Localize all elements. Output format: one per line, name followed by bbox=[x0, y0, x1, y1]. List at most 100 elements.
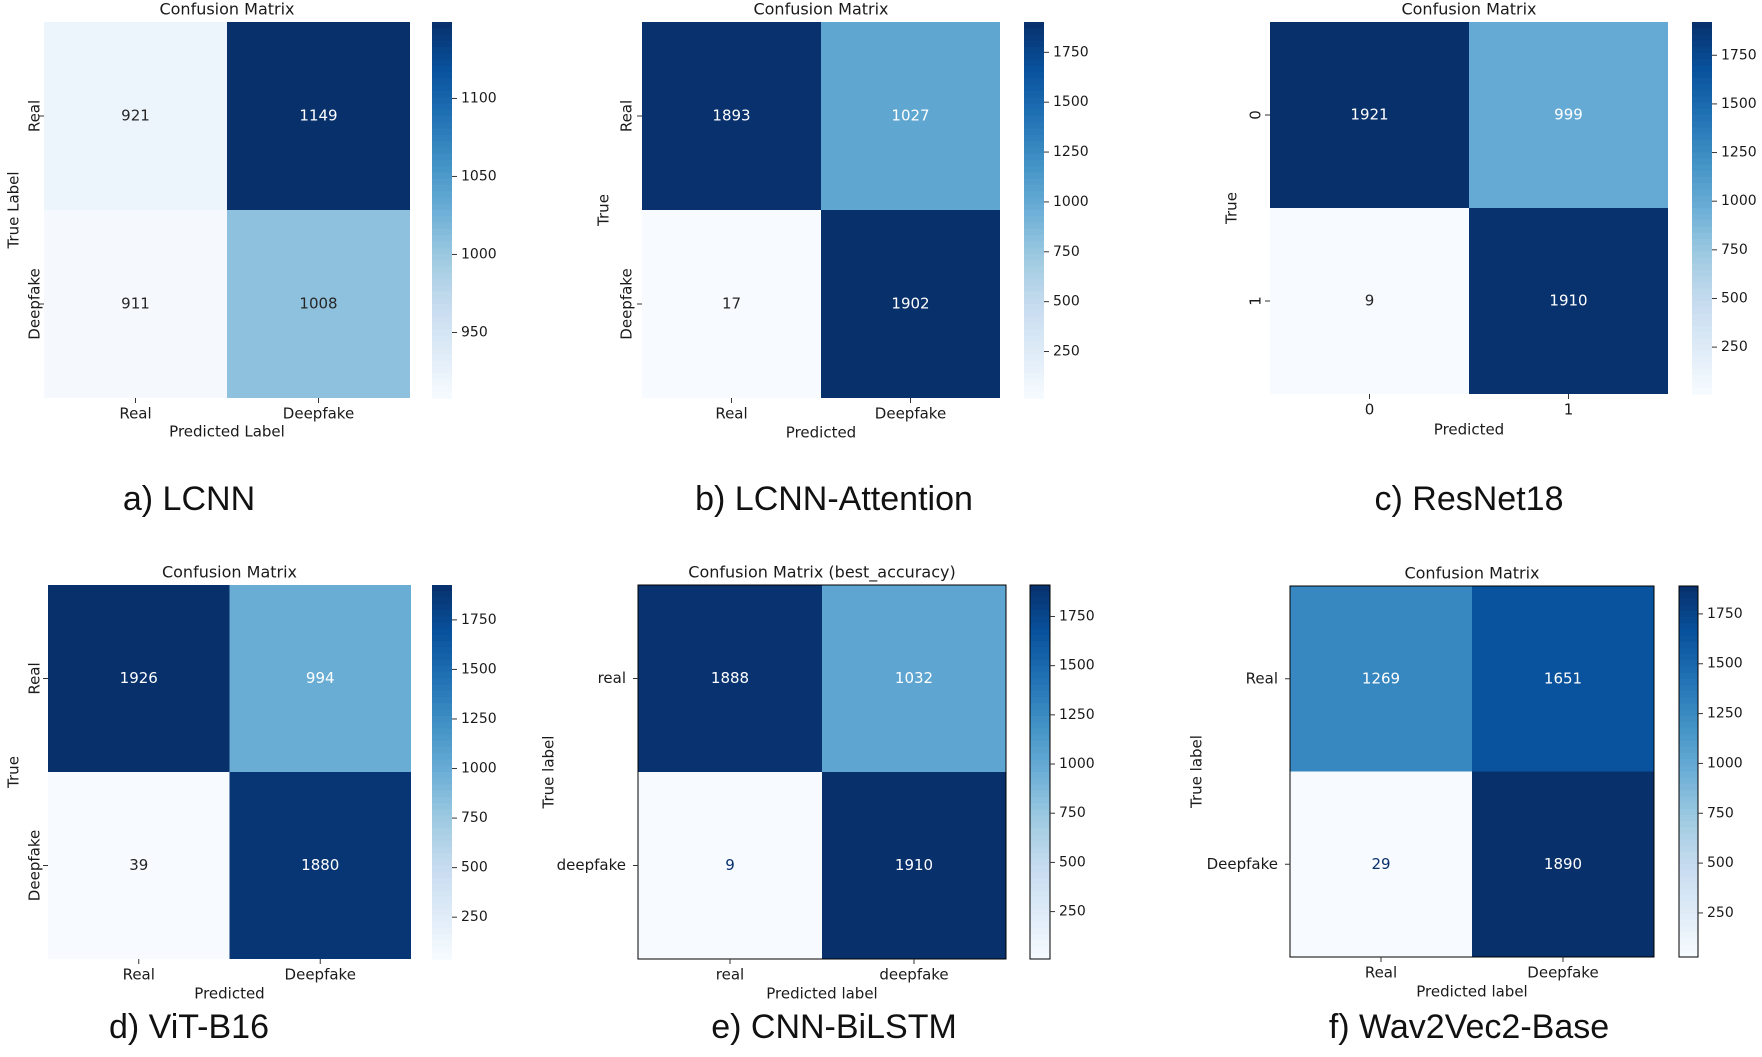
colorbar-segment bbox=[1679, 746, 1698, 754]
y-axis-label: True label bbox=[1188, 735, 1206, 809]
colorbar-segment bbox=[1030, 672, 1050, 680]
colorbar-segment bbox=[1024, 291, 1044, 299]
colorbar-segment bbox=[1024, 379, 1044, 387]
colorbar-segment bbox=[1692, 226, 1712, 234]
colorbar-segment bbox=[1679, 759, 1698, 766]
heatmap-cell bbox=[822, 585, 1006, 772]
colorbar-segment bbox=[432, 241, 452, 249]
colorbar-segment bbox=[432, 740, 452, 748]
colorbar-tick-label: 1750 bbox=[1721, 47, 1757, 63]
colorbar-tick-label: 1750 bbox=[1707, 606, 1743, 622]
colorbar-segment bbox=[432, 216, 452, 224]
colorbar-segment bbox=[1030, 666, 1050, 673]
colorbar-segment bbox=[1692, 375, 1712, 383]
colorbar-segment bbox=[1030, 934, 1050, 941]
colorbar-segment bbox=[432, 803, 452, 810]
colorbar-segment bbox=[1030, 784, 1050, 792]
chart-title: Confusion Matrix bbox=[159, 0, 294, 19]
colorbar-segment bbox=[1692, 245, 1712, 252]
cell-value-label: 1651 bbox=[1544, 669, 1582, 687]
colorbar-segment bbox=[432, 728, 452, 736]
colorbar-segment bbox=[1692, 270, 1712, 277]
colorbar-segment bbox=[1679, 765, 1698, 773]
colorbar-segment bbox=[1692, 65, 1712, 73]
colorbar-segment bbox=[432, 141, 452, 148]
colorbar-tick-label: 500 bbox=[1721, 290, 1748, 306]
colorbar-segment bbox=[432, 391, 452, 399]
colorbar-segment bbox=[1030, 678, 1050, 686]
colorbar-segment bbox=[1024, 210, 1044, 217]
x-tick-label: Deepfake bbox=[283, 405, 354, 423]
colorbar-segment bbox=[1030, 778, 1050, 786]
heatmap-cell bbox=[227, 22, 410, 210]
colorbar-segment bbox=[1024, 266, 1044, 274]
colorbar-segment bbox=[1692, 46, 1712, 54]
colorbar-segment bbox=[1024, 360, 1044, 368]
colorbar-segment bbox=[432, 709, 452, 717]
colorbar-segment bbox=[1692, 356, 1712, 364]
colorbar-segment bbox=[432, 809, 452, 817]
colorbar-segment bbox=[1692, 121, 1712, 128]
colorbar-segment bbox=[432, 821, 452, 829]
colorbar-segment bbox=[432, 379, 452, 387]
colorbar-segment bbox=[1024, 184, 1044, 192]
colorbar-tick-label: 1050 bbox=[461, 168, 497, 184]
colorbar-tick-label: 1000 bbox=[1707, 755, 1743, 771]
colorbar-segment bbox=[432, 690, 452, 698]
y-tick-label: Real bbox=[26, 100, 44, 132]
colorbar-segment bbox=[1024, 40, 1044, 48]
colorbar-segment bbox=[432, 228, 452, 236]
colorbar-segment bbox=[1679, 783, 1698, 791]
colorbar-segment bbox=[1030, 846, 1050, 854]
colorbar-segment bbox=[432, 90, 452, 98]
colorbar-segment bbox=[1692, 71, 1712, 79]
y-axis-label: True bbox=[5, 756, 23, 789]
colorbar-segment bbox=[1692, 133, 1712, 141]
colorbar-segment bbox=[1692, 257, 1712, 265]
colorbar-segment bbox=[1679, 629, 1698, 637]
colorbar-segment bbox=[1030, 659, 1050, 667]
caption-cnn-bilstm: e) CNN-BiLSTM bbox=[711, 1008, 957, 1046]
colorbar-segment bbox=[1692, 288, 1712, 296]
colorbar-segment bbox=[1030, 765, 1050, 773]
colorbar-segment bbox=[432, 784, 452, 792]
colorbar-segment bbox=[1679, 666, 1698, 674]
colorbar-segment bbox=[1679, 827, 1698, 834]
colorbar-tick-label: 1000 bbox=[1721, 193, 1757, 209]
heatmap-cell bbox=[1290, 771, 1472, 957]
colorbar-segment bbox=[1030, 753, 1050, 761]
colorbar-segment bbox=[1030, 715, 1050, 723]
colorbar-segment bbox=[1692, 139, 1712, 147]
colorbar-segment bbox=[432, 116, 452, 123]
colorbar-segment bbox=[1024, 341, 1044, 349]
colorbar-tick-label: 750 bbox=[1721, 242, 1748, 258]
x-tick-label: Deepfake bbox=[1527, 964, 1598, 982]
colorbar-segment bbox=[1692, 282, 1712, 290]
colorbar-tick-label: 1500 bbox=[1059, 658, 1095, 674]
colorbar-segment bbox=[432, 927, 452, 935]
colorbar-segment bbox=[1692, 313, 1712, 321]
colorbar-tick-label: 750 bbox=[461, 810, 488, 826]
colorbar-segment bbox=[432, 297, 452, 305]
colorbar-segment bbox=[1692, 232, 1712, 240]
x-axis-label: Predicted label bbox=[1416, 983, 1527, 1001]
confusion-matrix-panel-6: Confusion Matrix 1269 1651 29 1890 Real Deepfa… bbox=[1188, 564, 1743, 1001]
colorbar-segment bbox=[432, 772, 452, 779]
colorbar-segment bbox=[1679, 728, 1698, 735]
heatmap-cell bbox=[1469, 22, 1668, 208]
heatmap-cell bbox=[642, 22, 821, 210]
caption-lcnn-attention: b) LCNN-Attention bbox=[695, 480, 973, 518]
heatmap-cell bbox=[638, 772, 822, 959]
colorbar-segment bbox=[1679, 950, 1698, 958]
colorbar-segment bbox=[1024, 235, 1044, 242]
colorbar-segment bbox=[1679, 647, 1698, 655]
colorbar-segment bbox=[1679, 870, 1698, 878]
colorbar-segment bbox=[432, 366, 452, 374]
colorbar-segment bbox=[1679, 808, 1698, 816]
colorbar-segment bbox=[1030, 859, 1050, 867]
colorbar-segment bbox=[1024, 197, 1044, 205]
colorbar-tick-label: 1750 bbox=[461, 612, 497, 628]
colorbar-segment bbox=[432, 591, 452, 599]
x-axis-label: Predicted bbox=[194, 985, 264, 1003]
